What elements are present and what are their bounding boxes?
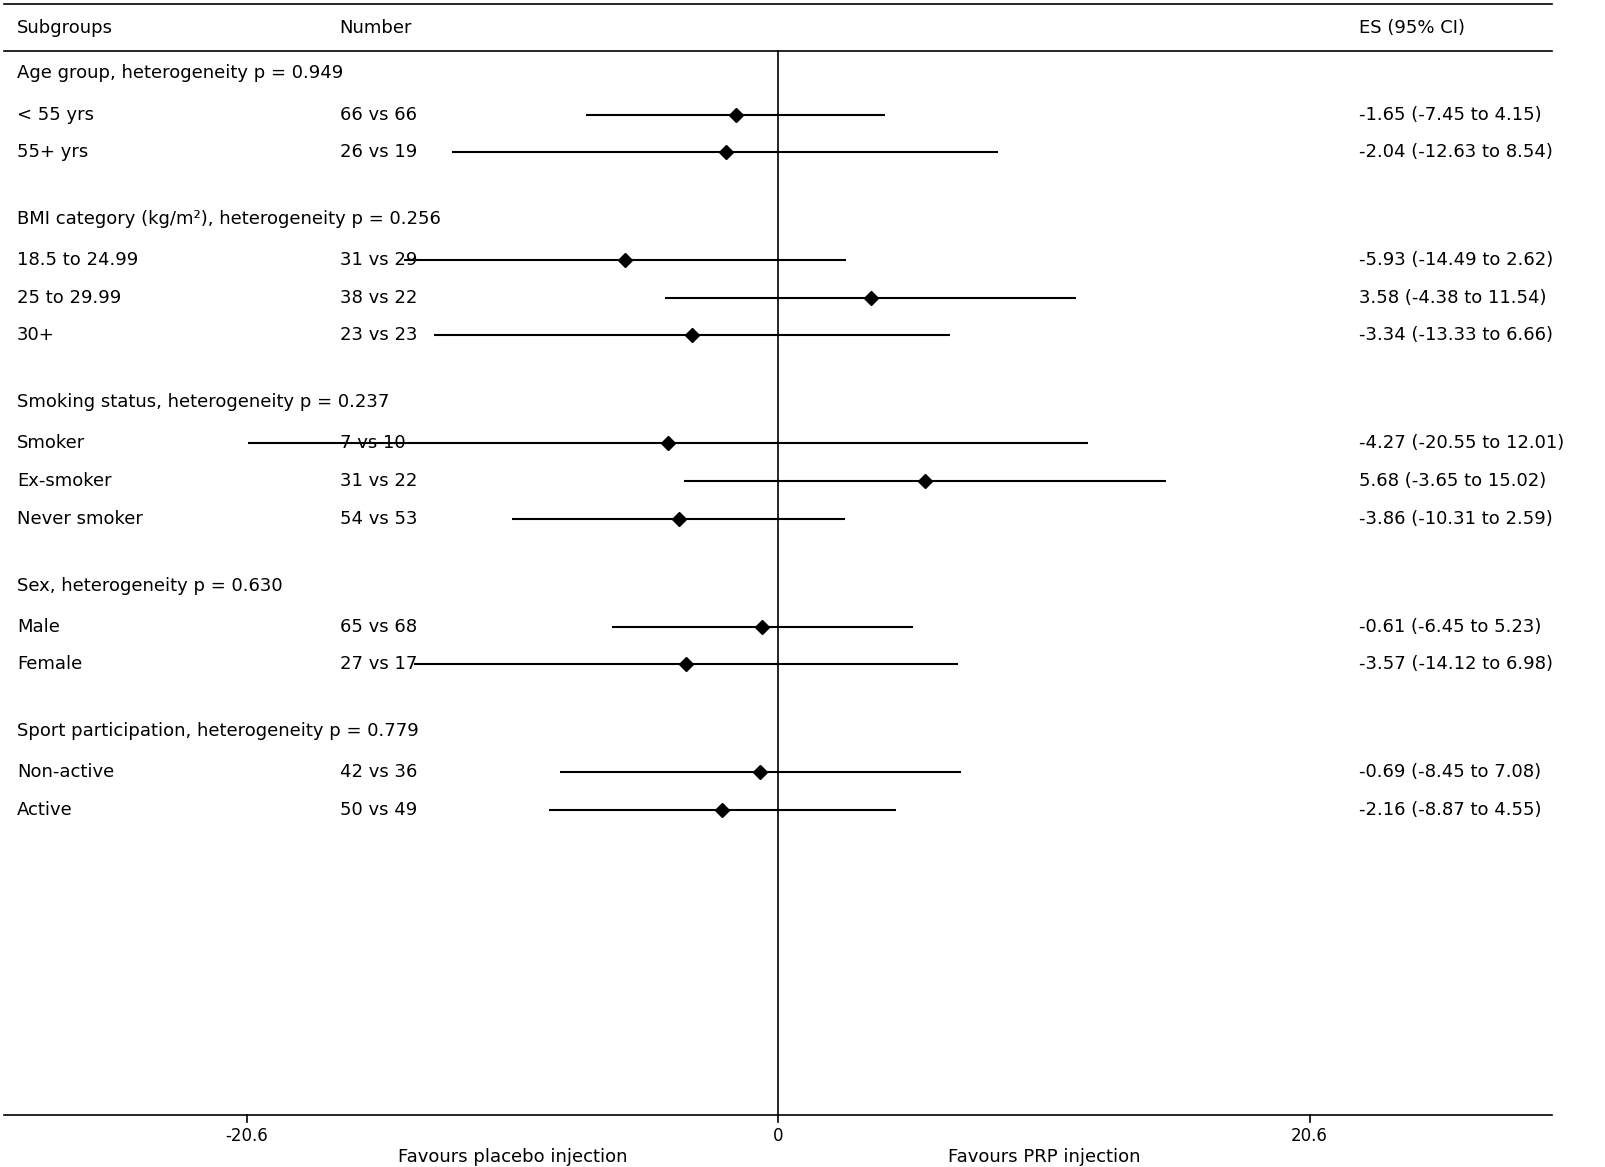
Text: 31 vs 29: 31 vs 29 — [339, 251, 417, 270]
Text: 50 vs 49: 50 vs 49 — [339, 801, 417, 819]
Text: -3.57 (-14.12 to 6.98): -3.57 (-14.12 to 6.98) — [1358, 655, 1552, 673]
Text: 38 vs 22: 38 vs 22 — [339, 288, 417, 307]
Text: ES (95% CI): ES (95% CI) — [1358, 19, 1464, 36]
Text: -5.93 (-14.49 to 2.62): -5.93 (-14.49 to 2.62) — [1358, 251, 1552, 270]
Text: 30+: 30+ — [18, 327, 55, 344]
Text: -0.61 (-6.45 to 5.23): -0.61 (-6.45 to 5.23) — [1358, 617, 1541, 636]
Text: 23 vs 23: 23 vs 23 — [339, 327, 417, 344]
Text: -3.86 (-10.31 to 2.59): -3.86 (-10.31 to 2.59) — [1358, 510, 1552, 527]
Text: Ex-smoker: Ex-smoker — [18, 471, 112, 490]
Text: -20.6: -20.6 — [225, 1127, 268, 1145]
Text: 20.6: 20.6 — [1290, 1127, 1327, 1145]
Text: 27 vs 17: 27 vs 17 — [339, 655, 417, 673]
Text: Non-active: Non-active — [18, 763, 114, 782]
Text: Favours PRP injection: Favours PRP injection — [947, 1148, 1140, 1166]
Text: Smoking status, heterogeneity p = 0.237: Smoking status, heterogeneity p = 0.237 — [18, 393, 388, 411]
Text: 31 vs 22: 31 vs 22 — [339, 471, 417, 490]
Text: Subgroups: Subgroups — [18, 19, 112, 36]
Text: 42 vs 36: 42 vs 36 — [339, 763, 417, 782]
Text: Age group, heterogeneity p = 0.949: Age group, heterogeneity p = 0.949 — [18, 64, 343, 83]
Text: BMI category (kg/m²), heterogeneity p = 0.256: BMI category (kg/m²), heterogeneity p = … — [18, 210, 441, 228]
Text: 55+ yrs: 55+ yrs — [18, 144, 88, 161]
Text: 66 vs 66: 66 vs 66 — [339, 105, 416, 124]
Text: Sport participation, heterogeneity p = 0.779: Sport participation, heterogeneity p = 0… — [18, 722, 419, 740]
Text: < 55 yrs: < 55 yrs — [18, 105, 95, 124]
Text: Active: Active — [18, 801, 72, 819]
Text: -0.69 (-8.45 to 7.08): -0.69 (-8.45 to 7.08) — [1358, 763, 1539, 782]
Text: Male: Male — [18, 617, 59, 636]
Text: 18.5 to 24.99: 18.5 to 24.99 — [18, 251, 138, 270]
Text: -1.65 (-7.45 to 4.15): -1.65 (-7.45 to 4.15) — [1358, 105, 1541, 124]
Text: 0: 0 — [772, 1127, 783, 1145]
Text: -4.27 (-20.55 to 12.01): -4.27 (-20.55 to 12.01) — [1358, 434, 1563, 453]
Text: Sex, heterogeneity p = 0.630: Sex, heterogeneity p = 0.630 — [18, 576, 282, 594]
Text: 54 vs 53: 54 vs 53 — [339, 510, 417, 527]
Text: Favours placebo injection: Favours placebo injection — [398, 1148, 628, 1166]
Text: Smoker: Smoker — [18, 434, 85, 453]
Text: 26 vs 19: 26 vs 19 — [339, 144, 417, 161]
Text: 7 vs 10: 7 vs 10 — [339, 434, 404, 453]
Text: Never smoker: Never smoker — [18, 510, 143, 527]
Text: -2.16 (-8.87 to 4.55): -2.16 (-8.87 to 4.55) — [1358, 801, 1541, 819]
Text: 25 to 29.99: 25 to 29.99 — [18, 288, 122, 307]
Text: Number: Number — [339, 19, 412, 36]
Text: Female: Female — [18, 655, 82, 673]
Text: 5.68 (-3.65 to 15.02): 5.68 (-3.65 to 15.02) — [1358, 471, 1546, 490]
Text: 65 vs 68: 65 vs 68 — [339, 617, 416, 636]
Text: -3.34 (-13.33 to 6.66): -3.34 (-13.33 to 6.66) — [1358, 327, 1552, 344]
Text: 3.58 (-4.38 to 11.54): 3.58 (-4.38 to 11.54) — [1358, 288, 1546, 307]
Text: -2.04 (-12.63 to 8.54): -2.04 (-12.63 to 8.54) — [1358, 144, 1552, 161]
